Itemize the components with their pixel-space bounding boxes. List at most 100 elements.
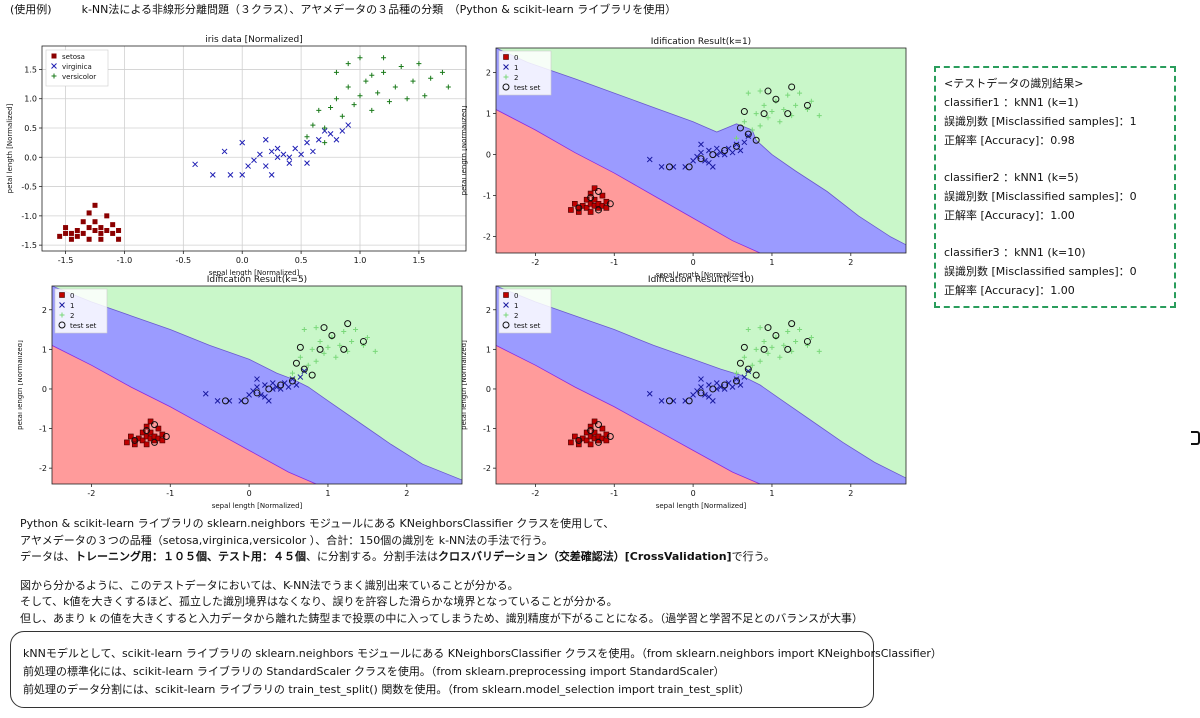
point-setosa bbox=[116, 236, 122, 242]
y-axis-label: petal length [Normalized] bbox=[462, 340, 468, 430]
point-versicolor bbox=[339, 113, 345, 119]
point-test-set bbox=[595, 421, 602, 429]
point-versicolor bbox=[386, 99, 392, 105]
point-versicolor bbox=[363, 78, 369, 84]
point-class-2 bbox=[289, 370, 295, 376]
point-class-2 bbox=[733, 370, 739, 376]
point-test-set bbox=[803, 101, 811, 109]
legend-marker bbox=[59, 302, 65, 308]
y-tick-label: -1 bbox=[483, 425, 491, 434]
point-class-1 bbox=[702, 157, 708, 164]
result-line-6: 誤識別数 [Misclassified samples]：0 bbox=[944, 190, 1137, 203]
point-setosa bbox=[63, 225, 69, 231]
x-tick-label: 0.5 bbox=[295, 256, 308, 265]
point-class-0 bbox=[572, 433, 578, 440]
point-class-2 bbox=[321, 350, 327, 356]
point-test-set bbox=[803, 337, 811, 345]
y-axis-label: petal length [Normalized] bbox=[18, 340, 24, 430]
point-class-0 bbox=[591, 196, 598, 203]
point-class-1 bbox=[733, 141, 740, 148]
point-test-set bbox=[764, 87, 772, 95]
plot-frame bbox=[495, 285, 907, 485]
point-class-2 bbox=[773, 98, 779, 104]
point-test-set bbox=[665, 397, 673, 405]
x-axis-label: sepal length [Normalized] bbox=[209, 269, 300, 277]
plot-frame bbox=[41, 45, 467, 252]
point-setosa bbox=[104, 228, 110, 233]
point-virginica bbox=[304, 139, 310, 146]
point-class-2 bbox=[765, 350, 771, 356]
point-versicolor bbox=[410, 78, 416, 84]
y-tick-label: -2 bbox=[483, 233, 491, 242]
point-class-2 bbox=[804, 107, 810, 112]
point-class-1 bbox=[646, 156, 653, 163]
point-versicolor bbox=[345, 84, 351, 90]
point-setosa bbox=[86, 225, 92, 231]
point-virginica bbox=[292, 145, 299, 152]
y-tick-label: 2 bbox=[486, 69, 491, 78]
point-class-1 bbox=[741, 374, 748, 380]
point-class-0 bbox=[587, 209, 594, 215]
point-class-2 bbox=[753, 111, 759, 117]
y-tick-label: 1.0 bbox=[24, 95, 37, 104]
point-test-set bbox=[721, 147, 729, 154]
point-setosa bbox=[110, 230, 116, 236]
legend-label: 0 bbox=[70, 292, 74, 300]
point-class-1 bbox=[745, 368, 752, 374]
point-class-0 bbox=[591, 185, 598, 192]
point-class-2 bbox=[741, 354, 747, 360]
point-test-set bbox=[340, 345, 348, 353]
desc-line-6: 但し、あまり k の値を大きくすると入力データから離れた鋳型まで投票の中に入って… bbox=[20, 611, 863, 625]
point-class-2 bbox=[761, 102, 767, 108]
point-versicolor bbox=[404, 96, 410, 102]
legend-marker-versicolor bbox=[51, 73, 57, 79]
point-class-2 bbox=[329, 334, 335, 340]
x-tick-label: -1 bbox=[610, 258, 618, 267]
point-class-1 bbox=[698, 376, 704, 382]
point-setosa bbox=[110, 222, 116, 228]
point-test-set bbox=[784, 110, 792, 118]
point-test-set bbox=[685, 163, 693, 171]
point-test-set bbox=[606, 200, 614, 208]
point-class-2 bbox=[793, 102, 799, 108]
legend-marker bbox=[59, 312, 65, 318]
point-test-set bbox=[131, 436, 139, 444]
desc-line-3e: で行う。 bbox=[731, 550, 775, 563]
point-setosa bbox=[74, 233, 80, 239]
point-class-0 bbox=[599, 425, 606, 432]
point-virginica bbox=[268, 148, 275, 155]
point-versicolor bbox=[357, 55, 363, 61]
point-class-2 bbox=[769, 344, 775, 350]
data-points bbox=[124, 320, 378, 448]
point-test-set bbox=[300, 365, 308, 373]
point-class-2 bbox=[808, 98, 814, 104]
point-class-2 bbox=[297, 354, 303, 360]
point-virginica bbox=[274, 145, 281, 152]
point-test-set bbox=[344, 320, 352, 328]
point-test-set bbox=[709, 385, 717, 393]
point-class-0 bbox=[603, 437, 610, 444]
point-virginica bbox=[280, 151, 287, 158]
point-test-set bbox=[575, 436, 583, 444]
point-setosa bbox=[57, 233, 63, 239]
point-test-set bbox=[587, 427, 595, 435]
point-setosa bbox=[68, 230, 74, 236]
point-class-1 bbox=[254, 376, 260, 382]
point-test-set bbox=[665, 163, 673, 171]
chart-iris-data-svg: -1.5 -1.0 -0.5 0.0 0.5 1.0 1.5 -1.5 -1.0 -0.5 0.0 0… bbox=[6, 35, 467, 277]
point-virginica bbox=[262, 136, 269, 143]
legend-marker bbox=[502, 321, 510, 329]
point-class-0 bbox=[139, 437, 146, 444]
axes: -2 -1 0 1 2 -2 -1 0 1 2 bbox=[483, 69, 853, 267]
point-setosa bbox=[104, 213, 110, 219]
point-class-2 bbox=[797, 327, 803, 333]
point-class-1 bbox=[729, 384, 736, 390]
result-line-11: 正解率 [Accuracy]：1.00 bbox=[944, 284, 1075, 297]
point-test-set bbox=[241, 397, 249, 405]
point-class-0 bbox=[603, 431, 610, 438]
point-class-1 bbox=[729, 149, 736, 156]
point-class-2 bbox=[761, 338, 767, 344]
x-tick-label: -0.5 bbox=[176, 256, 192, 265]
point-class-1 bbox=[646, 390, 653, 397]
point-class-1 bbox=[297, 374, 304, 380]
